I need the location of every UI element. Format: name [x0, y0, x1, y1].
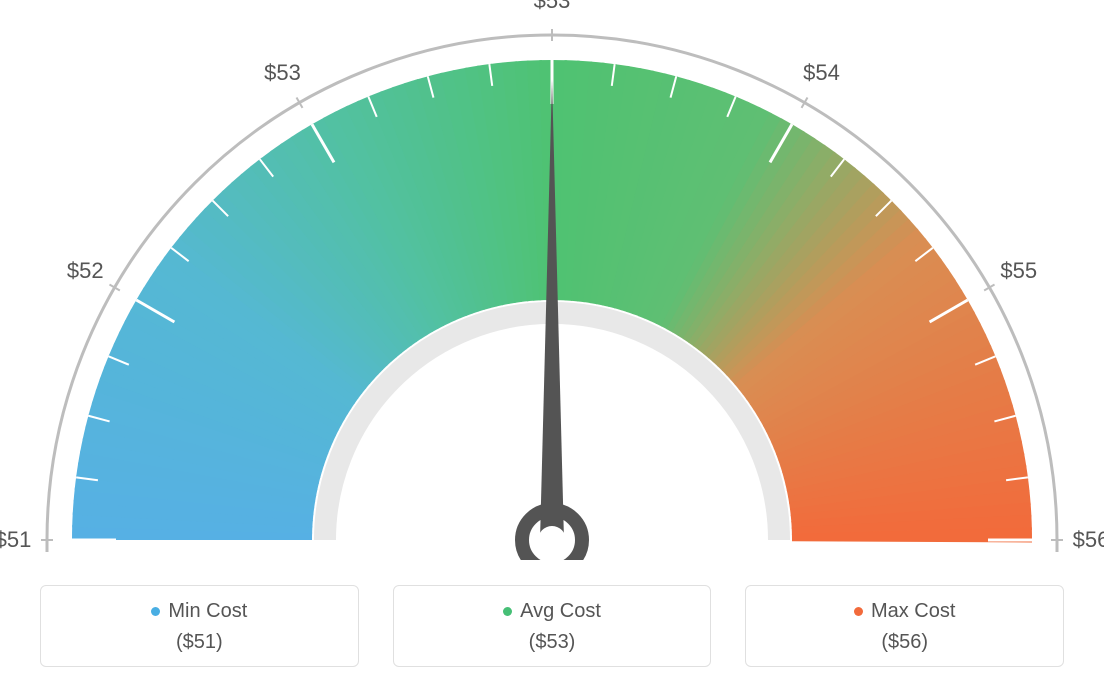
legend-label: Min Cost	[168, 600, 247, 623]
legend-card-max: Max Cost ($56)	[745, 585, 1064, 667]
legend-card-avg: Avg Cost ($53)	[393, 585, 712, 667]
tick-label: $51	[0, 527, 31, 553]
legend-title-min: Min Cost	[151, 600, 247, 623]
legend-label: Avg Cost	[520, 600, 601, 623]
dot-icon	[503, 607, 512, 616]
legend-value-avg: ($53)	[404, 631, 701, 654]
gauge-chart: $51 $52 $53 $53 $54 $55 $56	[0, 0, 1104, 560]
legend-title-max: Max Cost	[854, 600, 955, 623]
legend-value-min: ($51)	[51, 631, 348, 654]
tick-label: $55	[1000, 258, 1037, 284]
legend-title-avg: Avg Cost	[503, 600, 601, 623]
tick-label: $54	[803, 60, 840, 86]
dot-icon	[151, 607, 160, 616]
gauge-svg	[0, 0, 1104, 560]
legend-row: Min Cost ($51) Avg Cost ($53) Max Cost (…	[40, 585, 1064, 667]
tick-label: $53	[264, 60, 301, 86]
tick-label: $56	[1073, 527, 1104, 553]
dot-icon	[854, 607, 863, 616]
tick-label: $53	[534, 0, 571, 14]
tick-label: $52	[67, 258, 104, 284]
legend-value-max: ($56)	[756, 631, 1053, 654]
legend-label: Max Cost	[871, 600, 955, 623]
legend-card-min: Min Cost ($51)	[40, 585, 359, 667]
